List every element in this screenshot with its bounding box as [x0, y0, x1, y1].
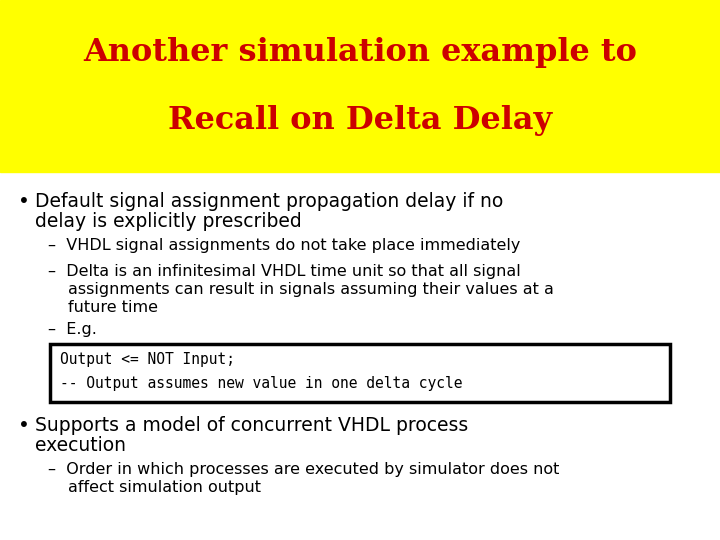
- Bar: [0, 0, 720, 172]
- Text: –  Order in which processes are executed by simulator does not: – Order in which processes are executed …: [48, 462, 559, 477]
- Text: affect simulation output: affect simulation output: [68, 480, 261, 495]
- Bar: [50, 344, 670, 402]
- Text: delay is explicitly prescribed: delay is explicitly prescribed: [35, 212, 302, 231]
- Text: -- Output assumes new value in one delta cycle: -- Output assumes new value in one delta…: [60, 376, 462, 391]
- Text: execution: execution: [35, 436, 126, 455]
- Text: •: •: [18, 192, 30, 211]
- Text: –  E.g.: – E.g.: [48, 322, 97, 337]
- Text: •: •: [18, 416, 30, 435]
- Text: –  Delta is an infinitesimal VHDL time unit so that all signal: – Delta is an infinitesimal VHDL time un…: [48, 264, 521, 279]
- Text: –  VHDL signal assignments do not take place immediately: – VHDL signal assignments do not take pl…: [48, 238, 521, 253]
- Text: Another simulation example to: Another simulation example to: [83, 37, 637, 68]
- Text: assignments can result in signals assuming their values at a: assignments can result in signals assumi…: [68, 282, 554, 297]
- Text: future time: future time: [68, 300, 158, 315]
- Text: Output <= NOT Input;: Output <= NOT Input;: [60, 352, 235, 367]
- Text: Supports a model of concurrent VHDL process: Supports a model of concurrent VHDL proc…: [35, 416, 468, 435]
- Text: Recall on Delta Delay: Recall on Delta Delay: [168, 105, 552, 136]
- Text: Default signal assignment propagation delay if no: Default signal assignment propagation de…: [35, 192, 503, 211]
